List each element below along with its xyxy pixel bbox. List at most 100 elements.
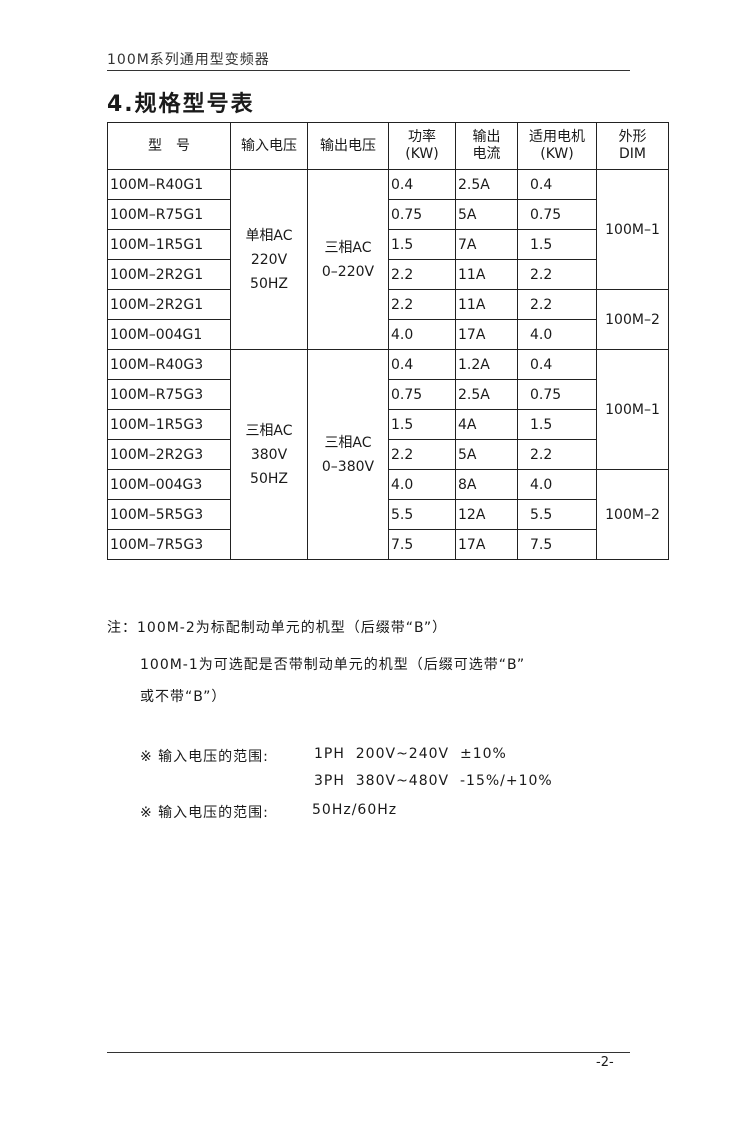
output-voltage-cell: 三相AC 0–380V <box>307 349 389 560</box>
motor-cell: 1.5 <box>517 229 597 260</box>
model-cell: 100M–2R2G1 <box>107 289 231 320</box>
output-voltage-line: 三相AC <box>324 434 372 451</box>
table-header-row: 型 号输入电压 输出电压 功率 (KW) 输出 电流 适用电机 (KW) 外形 DIM <box>107 122 669 170</box>
current-cell: 11A <box>455 259 518 290</box>
range1-label: ※ 输入电压的范围: <box>140 749 269 765</box>
motor-cell: 2.2 <box>517 439 597 470</box>
power-cell: 2.2 <box>388 439 456 470</box>
model-cell: 100M–004G1 <box>107 319 231 350</box>
power-cell: 0.75 <box>388 199 456 230</box>
column-header: 适用电机 (KW) <box>517 122 597 170</box>
table-row: 100M–5R5G3 5.5 12A 5.5 <box>107 499 669 530</box>
current-cell: 5A <box>455 439 518 470</box>
motor-cell: 5.5 <box>517 499 597 530</box>
output-voltage-line: 0–220V <box>321 263 375 280</box>
power-cell: 4.0 <box>388 469 456 500</box>
input-voltage-line: 三相AC <box>245 422 293 439</box>
table-row: 100M–R40G1 单相AC 220V 50HZ 三相AC 0–220V 0.4 2.5A 0… <box>107 169 669 350</box>
motor-cell: 0.75 <box>517 379 597 410</box>
page-number: -2- <box>596 1055 614 1070</box>
current-cell: 7A <box>455 229 518 260</box>
column-header: 输出电压 <box>307 122 389 170</box>
power-cell: 1.5 <box>388 229 456 260</box>
current-cell: 11A <box>455 289 518 320</box>
table-row: 100M–R40G3 三相AC 380V 50HZ 三相AC 0–380V 0.4 1.2A 0… <box>107 349 669 560</box>
column-header: 功率 (KW) <box>388 122 456 170</box>
input-voltage-cell: 三相AC 380V 50HZ <box>230 349 308 560</box>
power-cell: 7.5 <box>388 529 456 560</box>
model-cell: 100M–004G3 <box>107 469 231 500</box>
current-cell: 12A <box>455 499 518 530</box>
motor-cell: 1.5 <box>517 409 597 440</box>
input-voltage-line: 50HZ <box>250 470 288 487</box>
output-voltage-line: 三相AC <box>324 239 372 256</box>
current-cell: 17A <box>455 529 518 560</box>
table-row: 100M–R75G3 0.75 2.5A 0.75 <box>107 379 669 410</box>
input-voltage-cell: 单相AC 220V 50HZ <box>230 169 308 350</box>
model-cell: 100M–1R5G3 <box>107 409 231 440</box>
power-cell: 0.4 <box>388 169 456 200</box>
note-line-2: 100M-1为可选配是否带制动单元的机型（后缀可选带“B” <box>140 657 526 673</box>
motor-cell: 7.5 <box>517 529 597 560</box>
range1-single-phase: 1PH 200V~240V ±10% <box>314 746 507 762</box>
range1-three-phase: 3PH 380V~480V -15%/+10% <box>314 773 553 789</box>
range2-label: ※ 输入电压的范围: <box>140 805 269 821</box>
current-cell: 2.5A <box>455 379 518 410</box>
current-cell: 8A <box>455 469 518 500</box>
current-cell: 4A <box>455 409 518 440</box>
power-cell: 0.4 <box>388 349 456 380</box>
current-cell: 17A <box>455 319 518 350</box>
column-header: 输出 电流 <box>455 122 518 170</box>
power-cell: 5.5 <box>388 499 456 530</box>
model-cell: 100M–R75G3 <box>107 379 231 410</box>
input-voltage-line: 220V <box>250 251 288 268</box>
output-voltage-cell: 三相AC 0–220V <box>307 169 389 350</box>
dim-cell: 100M–2 <box>596 289 669 350</box>
model-cell: 100M–2R2G1 <box>107 259 231 290</box>
dim-cell: 100M–1 <box>596 349 669 470</box>
power-cell: 1.5 <box>388 409 456 440</box>
power-cell: 0.75 <box>388 379 456 410</box>
power-cell: 4.0 <box>388 319 456 350</box>
spec-table: 型 号输入电压 输出电压 功率 (KW) 输出 电流 适用电机 (KW) 外形 DIM 100M–R… <box>107 122 669 560</box>
input-voltage-line: 单相AC <box>245 227 293 244</box>
input-voltage-line: 380V <box>250 446 288 463</box>
table-row: 100M–004G3 4.0 8A 4.0 100M–2 <box>107 469 669 560</box>
current-cell: 2.5A <box>455 169 518 200</box>
table-row: 100M–004G1 4.0 17A 4.0 <box>107 319 669 350</box>
table-row: 100M–2R2G1 2.2 11A 2.2 100M–2 <box>107 289 669 350</box>
current-cell: 1.2A <box>455 349 518 380</box>
model-cell: 100M–R40G3 <box>107 349 231 380</box>
footer-rule <box>107 1052 630 1053</box>
current-cell: 5A <box>455 199 518 230</box>
table-row: 100M–2R2G1 2.2 11A 2.2 <box>107 259 669 290</box>
column-header: 输入电压 <box>230 122 308 170</box>
header-rule <box>107 70 630 71</box>
table-row: 100M–R75G1 0.75 5A 0.75 <box>107 199 669 230</box>
motor-cell: 4.0 <box>517 319 597 350</box>
model-cell: 100M–5R5G3 <box>107 499 231 530</box>
motor-cell: 4.0 <box>517 469 597 500</box>
power-cell: 2.2 <box>388 259 456 290</box>
model-cell: 100M–1R5G1 <box>107 229 231 260</box>
model-cell: 100M–7R5G3 <box>107 529 231 560</box>
column-header: 外形 DIM <box>596 122 669 170</box>
note-line-3: 或不带“B”） <box>140 689 227 705</box>
model-cell: 100M–2R2G3 <box>107 439 231 470</box>
table-row: 100M–7R5G3 7.5 17A 7.5 <box>107 529 669 560</box>
input-voltage-line: 50HZ <box>250 275 288 292</box>
motor-cell: 2.2 <box>517 259 597 290</box>
note-line-1: 注：100M-2为标配制动单元的机型（后缀带“B”） <box>107 620 448 636</box>
motor-cell: 0.4 <box>517 169 597 200</box>
running-header: 100M系列通用型变频器 <box>107 52 270 68</box>
dim-cell: 100M–1 <box>596 169 669 290</box>
model-cell: 100M–R40G1 <box>107 169 231 200</box>
output-voltage-line: 0–380V <box>321 458 375 475</box>
dim-cell: 100M–2 <box>596 469 669 560</box>
table-row: 100M–1R5G1 1.5 7A 1.5 <box>107 229 669 260</box>
column-header: 型 号 <box>107 122 231 170</box>
section-title: 4.规格型号表 <box>107 92 255 117</box>
table-row: 100M–1R5G3 1.5 4A 1.5 <box>107 409 669 440</box>
power-cell: 2.2 <box>388 289 456 320</box>
